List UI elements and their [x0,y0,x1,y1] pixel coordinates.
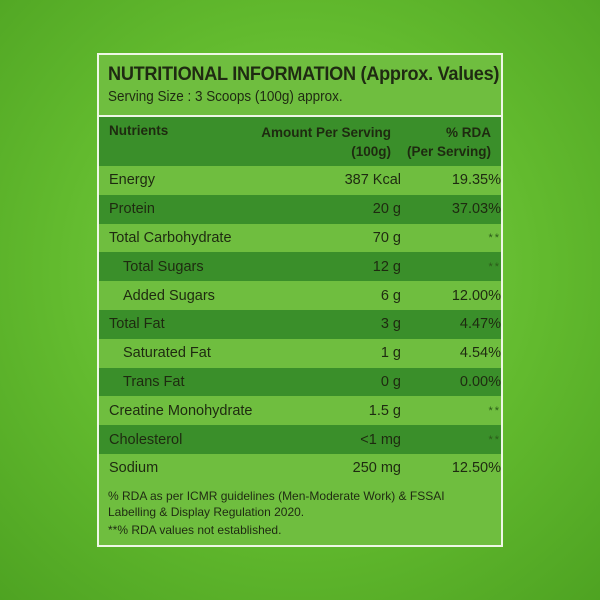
nutrient-rda: 19.35% [451,172,501,189]
nutrient-amount: 250 mg [352,460,401,477]
panel-title: NUTRITIONAL INFORMATION (Approx. Values) [108,63,500,85]
nutrient-rda: 0.00% [459,373,501,390]
nutrient-amount: 0 g [380,373,401,390]
nutrient-rda: ** [488,433,501,446]
nutrient-amount: <1 mg [360,431,401,448]
nutrient-name: Total Carbohydrate [109,229,232,246]
nutrient-name: Saturated Fat [123,345,211,362]
nutrient-amount: 70 g [372,229,401,246]
table-row: Sodium 250 mg 12.50% [99,453,501,483]
nutrient-amount: 6 g [380,287,401,304]
table-row: Saturated Fat 1 g 4.54% [99,338,501,368]
table-header: Nutrients Amount Per Serving (100g) % RD… [99,117,501,166]
table-row: Total Fat 3 g 4.47% [99,309,501,339]
nutrition-table: Nutrients Amount Per Serving (100g) % RD… [99,117,501,483]
serving-size: Serving Size : 3 Scoops (100g) approx. [108,89,343,105]
table-row: Cholesterol <1 mg ** [99,425,501,454]
nutrient-rda: 4.54% [459,345,501,362]
nutrition-panel: NUTRITIONAL INFORMATION (Approx. Values)… [97,53,503,547]
table-row: Total Carbohydrate 70 g ** [99,223,501,253]
nutrient-name: Added Sugars [123,287,215,304]
nutrient-name: Protein [109,201,155,218]
header-rda-line1: % RDA [445,125,491,140]
title-section: NUTRITIONAL INFORMATION (Approx. Values)… [99,55,501,115]
nutrient-amount: 1 g [380,345,401,362]
header-nutrients: Nutrients [109,123,169,138]
nutrient-amount: 1.5 g [368,402,401,419]
rda-guideline-note: % RDA as per ICMR guidelines (Men-Modera… [108,489,445,519]
nutrient-rda: ** [488,260,501,273]
table-row: Creatine Monohydrate 1.5 g ** [99,396,501,426]
header-amount-line1: Amount Per Serving [261,125,391,140]
header-rda: % RDA (Per Serving) [407,123,491,161]
nutrient-rda: 4.47% [459,316,501,333]
nutrient-name: Total Sugars [123,258,204,275]
nutrient-name: Total Fat [109,316,165,333]
nutrient-amount: 387 Kcal [344,172,401,189]
header-amount: Amount Per Serving (100g) [261,123,391,161]
table-row: Energy 387 Kcal 19.35% [99,166,501,195]
table-row: Added Sugars 6 g 12.00% [99,281,501,310]
table-row: Protein 20 g 37.03% [99,194,501,224]
header-amount-line2: (100g) [351,144,391,159]
nutrient-name: Sodium [109,460,159,477]
nutrient-name: Trans Fat [123,373,185,390]
footer-notes: % RDA as per ICMR guidelines (Men-Modera… [99,481,501,545]
nutrient-name: Energy [109,172,155,189]
nutrient-amount: 12 g [372,258,401,275]
nutrient-rda: 37.03% [451,201,501,218]
nutrient-name: Cholesterol [109,431,183,448]
nutrient-amount: 20 g [372,201,401,218]
table-row: Total Sugars 12 g ** [99,252,501,282]
table-row: Trans Fat 0 g 0.00% [99,367,501,397]
nutrient-amount: 3 g [380,316,401,333]
rda-not-established-note: **% RDA values not established. [108,523,282,537]
nutrient-rda: ** [488,231,501,244]
nutrient-rda: 12.50% [451,460,501,477]
nutrient-rda: ** [488,404,501,417]
nutrient-rda: 12.00% [451,287,501,304]
header-rda-line2: (Per Serving) [406,144,491,159]
nutrient-name: Creatine Monohydrate [109,402,253,419]
